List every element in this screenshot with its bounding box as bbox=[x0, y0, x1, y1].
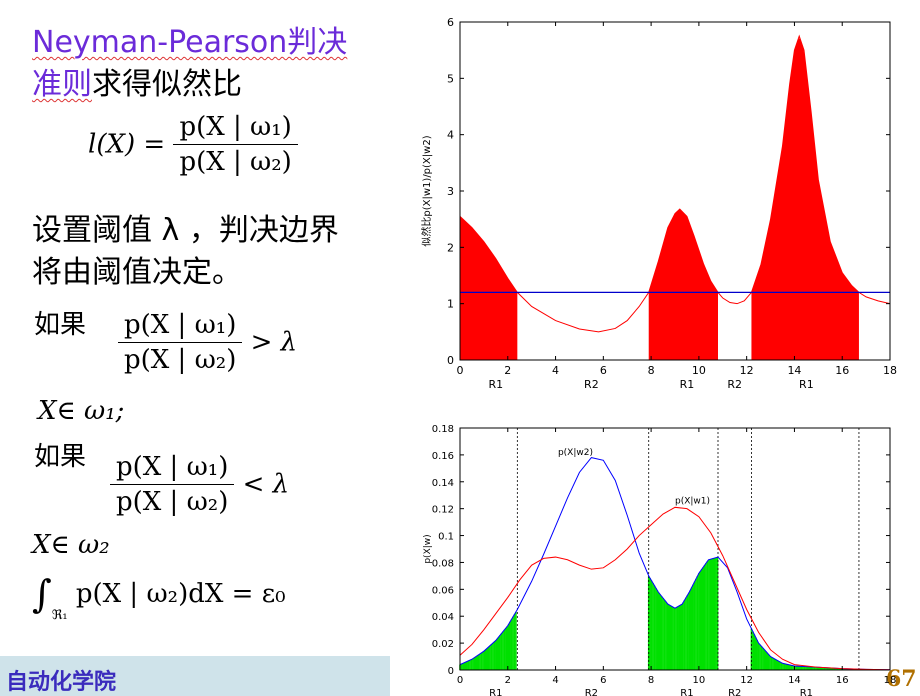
density-line bbox=[459, 457, 891, 671]
density-line bbox=[459, 506, 891, 671]
x-tick-label: 0 bbox=[457, 364, 464, 377]
title-neyman-pearson: Neyman-Pearson判决 bbox=[32, 25, 348, 60]
x-tick-label: 18 bbox=[883, 364, 897, 377]
integral-sign: ∫ bbox=[32, 572, 52, 616]
decision-region-fill bbox=[648, 209, 718, 360]
title-rest: 求得似然比 bbox=[92, 67, 242, 102]
y-tick-label: 1 bbox=[447, 298, 454, 311]
ratio-denominator: p(X | ω₂) bbox=[179, 147, 292, 177]
y-tick-label: 0.1 bbox=[438, 532, 454, 543]
y-tick-label: 0.18 bbox=[432, 424, 454, 435]
integral-formula: ∫ℜ₁ p(X | ω₂)dX = ε₀ bbox=[32, 572, 286, 623]
y-tick-label: 0.08 bbox=[432, 558, 454, 569]
footer-institute: 自动化学院 bbox=[6, 670, 117, 695]
x-tick-label: 2 bbox=[504, 364, 511, 377]
y-axis-label: p(X|w) bbox=[423, 534, 433, 563]
x-tick-label: 16 bbox=[835, 364, 849, 377]
x-tick-label: 8 bbox=[648, 675, 654, 686]
likelihood-ratio-line bbox=[459, 34, 891, 333]
region-label: R1 bbox=[680, 378, 695, 391]
result-1: X∈ ω₁; bbox=[38, 396, 125, 426]
likelihood-ratio-formula: l(X) = p(X | ω₁) p(X | ω₂) bbox=[88, 112, 298, 177]
decision-region-fill bbox=[751, 37, 859, 360]
y-tick-label: 0.16 bbox=[432, 451, 454, 462]
threshold-line-1: 设置阈值 λ ，判决边界 bbox=[32, 213, 339, 248]
region-label: R1 bbox=[489, 378, 504, 391]
x-tick-label: 6 bbox=[600, 364, 607, 377]
series-label-w2: p(X|w2) bbox=[558, 448, 593, 458]
y-tick-label: 4 bbox=[447, 129, 454, 142]
cond2-numerator: p(X | ω₁) bbox=[110, 452, 235, 485]
y-tick-label: 0.14 bbox=[432, 478, 454, 489]
condition-2: p(X | ω₁) p(X | ω₂) < λ bbox=[110, 452, 289, 517]
threshold-text: 设置阈值 λ ，判决边界 将由阈值决定。 bbox=[32, 210, 339, 294]
series-label-w1: p(X|w1) bbox=[675, 496, 710, 506]
integral-subscript: ℜ₁ bbox=[51, 608, 68, 623]
region-label: R2 bbox=[728, 688, 741, 696]
cond2-denominator: p(X | ω₂) bbox=[116, 487, 229, 517]
slide-title: Neyman-Pearson判决 准则求得似然比 bbox=[32, 22, 347, 106]
if-label-2: 如果 bbox=[34, 442, 87, 472]
x-tick-label: 0 bbox=[457, 675, 463, 686]
y-tick-label: 5 bbox=[447, 72, 454, 85]
class-density-chart: p(X|w2) p(X|w1) 0 2 4 6 8 10 12 14 16 18 0 0.02 0.04 0.… bbox=[423, 424, 897, 696]
region-label: R1 bbox=[799, 378, 814, 391]
x-tick-label: 12 bbox=[740, 675, 753, 686]
region-label: R1 bbox=[489, 688, 502, 696]
x-tick-label: 8 bbox=[648, 364, 655, 377]
x-tick-label: 6 bbox=[600, 675, 606, 686]
y-tick-label: 0 bbox=[447, 354, 454, 367]
x-tick-label: 10 bbox=[693, 675, 706, 686]
ratio-numerator: p(X | ω₁) bbox=[173, 112, 298, 145]
x-tick-label: 2 bbox=[505, 675, 511, 686]
threshold-line-2: 将由阈值决定。 bbox=[32, 255, 242, 290]
x-tick-label: 12 bbox=[740, 364, 754, 377]
y-tick-label: 0.04 bbox=[432, 612, 454, 623]
region-label: R2 bbox=[584, 378, 599, 391]
x-tick-label: 14 bbox=[787, 364, 801, 377]
if-label-1: 如果 bbox=[34, 310, 87, 340]
region-label: R1 bbox=[680, 688, 693, 696]
y-axis-label: 似然比p(X|w1)/p(X|w2) bbox=[420, 135, 433, 246]
cond1-relation: > λ bbox=[250, 327, 298, 358]
title-criterion: 准则 bbox=[32, 67, 92, 102]
y-tick-label: 0.02 bbox=[432, 639, 454, 650]
y-tick-label: 0.12 bbox=[432, 505, 454, 516]
condition-1: p(X | ω₁) p(X | ω₂) > λ bbox=[118, 310, 297, 375]
x-tick-label: 16 bbox=[836, 675, 849, 686]
y-tick-label: 3 bbox=[447, 185, 454, 198]
y-tick-label: 0.06 bbox=[432, 585, 454, 596]
x-tick-label: 10 bbox=[692, 364, 706, 377]
page-number: 67 bbox=[886, 666, 917, 692]
integral-body: p(X | ω₂)dX = ε₀ bbox=[75, 579, 286, 609]
region-label: R2 bbox=[585, 688, 598, 696]
region-label: R2 bbox=[727, 378, 742, 391]
plot-frame bbox=[459, 427, 891, 671]
y-tick-label: 2 bbox=[447, 241, 454, 254]
cond2-relation: < λ bbox=[242, 469, 290, 500]
cond1-denominator: p(X | ω₂) bbox=[124, 345, 237, 375]
x-tick-label: 4 bbox=[552, 675, 558, 686]
ratio-lhs: l(X) = bbox=[88, 129, 166, 160]
decision-region-fill bbox=[460, 216, 518, 360]
region-label: R1 bbox=[800, 688, 813, 696]
result-2: X∈ ω₂ bbox=[32, 530, 110, 560]
y-tick-label: 0 bbox=[448, 666, 454, 677]
x-tick-label: 18 bbox=[884, 675, 897, 686]
footer-bar bbox=[0, 656, 390, 696]
x-tick-label: 14 bbox=[788, 675, 801, 686]
cond1-numerator: p(X | ω₁) bbox=[118, 310, 243, 343]
x-tick-label: 4 bbox=[552, 364, 559, 377]
y-tick-label: 6 bbox=[447, 16, 454, 29]
